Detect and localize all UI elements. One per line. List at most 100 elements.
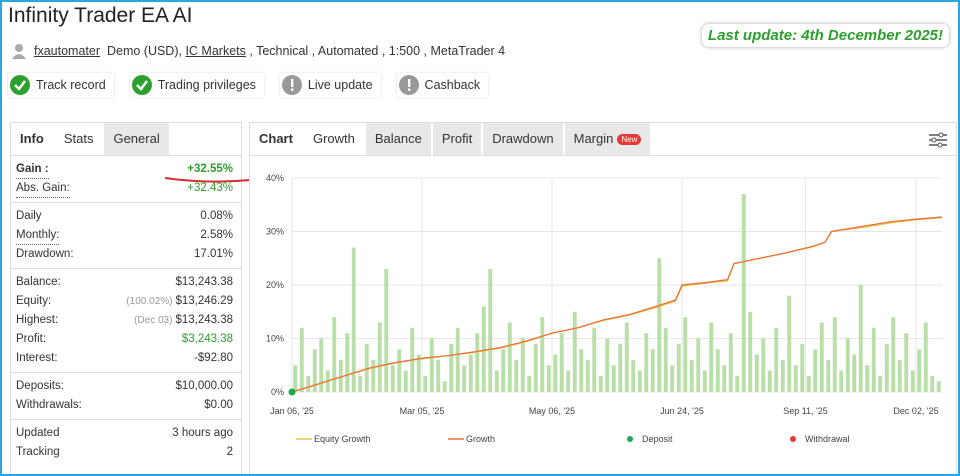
stat-row: Deposits: $10,000.00 <box>11 377 241 396</box>
y-tick-label: 30% <box>266 227 284 237</box>
badge-label: Trading privileges <box>157 78 256 92</box>
bar <box>910 370 915 392</box>
bar <box>936 381 941 392</box>
bar <box>780 359 785 392</box>
bar <box>618 343 623 392</box>
bar <box>722 365 727 392</box>
bar <box>462 365 467 392</box>
bar <box>891 317 896 392</box>
x-tick-label: Sep 11, '25 <box>783 406 828 416</box>
stat-label: Abs. Gain: <box>16 179 70 198</box>
bar <box>611 365 616 392</box>
bar <box>754 354 759 392</box>
badge: Cashback <box>397 73 489 97</box>
stat-value-wrap: $0.00 <box>204 396 233 415</box>
tab[interactable]: Chart <box>250 123 302 155</box>
badge-label: Track record <box>36 78 106 92</box>
bar <box>832 317 837 392</box>
badge: Track record <box>8 73 114 97</box>
legend-swatch <box>627 436 633 442</box>
line <box>291 216 943 393</box>
warn-icon <box>281 75 302 95</box>
bar <box>377 322 382 392</box>
tab[interactable]: Balance <box>365 123 431 155</box>
tab[interactable]: Profit <box>432 123 482 155</box>
annotation-underline <box>164 177 251 183</box>
bar <box>839 370 844 392</box>
stat-value: -$92.80 <box>193 352 233 364</box>
stat-value: 0.08% <box>200 210 233 222</box>
bar <box>709 322 714 392</box>
tabs: Info Stats General <box>11 123 241 156</box>
bar <box>338 359 343 392</box>
badge: Live update <box>280 73 381 97</box>
bar <box>507 322 512 392</box>
stat-value-wrap: 2 <box>227 443 233 462</box>
badge-label: Live update <box>307 78 373 92</box>
tab[interactable]: Drawdown <box>483 123 563 155</box>
bar <box>449 343 454 392</box>
bar <box>546 365 551 392</box>
bar <box>819 322 824 392</box>
bar <box>345 333 350 392</box>
stat-value-wrap: $13,243.38 <box>175 273 233 292</box>
page-title: Infinity Trader EA AI <box>8 4 193 27</box>
stat-label: Tracking <box>16 446 60 458</box>
bar <box>312 349 317 392</box>
stat-row: Monthly: 2.58% <box>11 226 241 245</box>
bar <box>423 375 428 392</box>
stat-value-wrap: 3 hours ago <box>172 424 233 443</box>
x-tick-label: Jun 24, '25 <box>660 406 704 416</box>
bar <box>637 370 642 392</box>
user-link[interactable]: fxautomater <box>34 44 101 58</box>
stat-value-wrap: +32.43% <box>187 179 233 198</box>
tab[interactable]: Info <box>11 123 53 155</box>
check-icon <box>10 75 30 95</box>
tab[interactable]: General <box>104 123 169 155</box>
bar <box>904 333 909 392</box>
tab[interactable]: Growth <box>303 123 364 155</box>
bar <box>806 375 811 392</box>
bar <box>358 375 363 392</box>
settings-icon[interactable] <box>928 131 948 149</box>
bar <box>494 370 499 392</box>
badge: Trading privileges <box>130 73 264 97</box>
badges: Track record Trading privileges Live updat… <box>8 73 488 97</box>
bar <box>533 343 538 392</box>
legend-label: Deposit <box>642 434 673 444</box>
x-tick-label: May 06, '25 <box>529 406 575 416</box>
account: Demo (USD), <box>106 44 186 58</box>
stat-label: Equity: <box>16 295 52 307</box>
bar <box>371 359 376 392</box>
stat-value: +32.55% <box>187 163 233 175</box>
broker-link[interactable]: IC Markets <box>185 44 246 58</box>
tab[interactable]: Stats <box>54 123 103 155</box>
stat-label: Highest: <box>16 314 59 326</box>
stat-label: Gain : <box>16 160 49 179</box>
stat-value: $13,243.38 <box>175 276 233 288</box>
tab[interactable]: Margin New <box>564 123 651 155</box>
stat-value-wrap: $3,243.38 <box>182 330 233 349</box>
stat-row: Equity: (100.02%) $13,246.29 <box>11 292 241 311</box>
stat-label: Balance: <box>16 276 61 288</box>
stat-label: Monthly: <box>16 226 60 245</box>
y-tick-label: 40% <box>266 173 284 183</box>
bar <box>390 365 395 392</box>
bar <box>787 295 792 392</box>
bar <box>605 338 610 392</box>
bar <box>559 333 564 392</box>
chart-panel: Chart Growth Balance Profit Drawdown Margin Ne… <box>249 122 957 474</box>
legend-swatch <box>790 436 796 442</box>
bar <box>514 359 519 392</box>
stat-value-wrap: 17.01% <box>194 245 233 264</box>
separator <box>11 419 241 420</box>
stat-value-wrap: +32.55% <box>187 160 233 179</box>
bar <box>520 338 525 392</box>
bar <box>488 268 493 392</box>
bar <box>852 354 857 392</box>
stat-label: Withdrawals: <box>16 399 82 411</box>
y-tick-label: 10% <box>266 334 284 344</box>
bar <box>715 349 720 392</box>
bar <box>683 317 688 392</box>
